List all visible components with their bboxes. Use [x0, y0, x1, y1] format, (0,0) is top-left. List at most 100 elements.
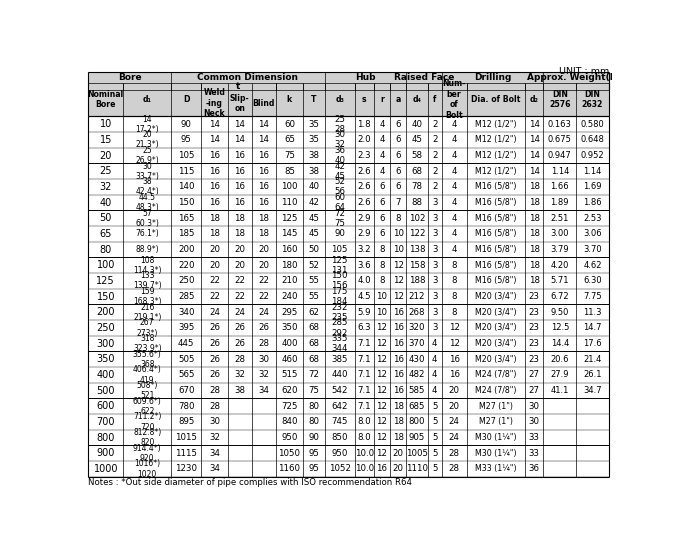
Text: 27: 27: [528, 386, 539, 395]
Text: 20: 20: [392, 449, 404, 458]
Text: 16: 16: [234, 198, 245, 207]
Text: 12: 12: [392, 292, 404, 301]
Text: 685: 685: [409, 402, 425, 411]
Text: 5: 5: [432, 464, 437, 474]
Text: f: f: [433, 95, 437, 104]
Text: 2.6: 2.6: [358, 183, 371, 191]
Text: 370: 370: [409, 339, 425, 348]
Text: 4: 4: [452, 198, 457, 207]
Text: 5: 5: [432, 433, 437, 442]
Text: 22: 22: [258, 292, 269, 301]
Text: 6: 6: [396, 167, 401, 176]
Text: 18: 18: [528, 276, 539, 286]
Text: 2.51: 2.51: [551, 214, 569, 223]
Text: 2: 2: [432, 183, 437, 191]
Text: 335
344: 335 344: [331, 334, 348, 353]
Text: 900: 900: [97, 449, 115, 458]
Text: 8: 8: [452, 276, 457, 286]
Text: 7.1: 7.1: [358, 370, 371, 380]
Text: 34: 34: [209, 449, 220, 458]
Text: 5.9: 5.9: [358, 308, 371, 317]
Text: 10: 10: [99, 119, 112, 129]
Text: 8.0: 8.0: [358, 417, 371, 427]
Text: 4: 4: [452, 183, 457, 191]
Text: 52: 52: [309, 261, 320, 270]
Text: 24: 24: [258, 308, 269, 317]
Text: Raised Face: Raised Face: [394, 73, 454, 82]
Text: 7.1: 7.1: [358, 339, 371, 348]
Text: 1.14: 1.14: [551, 167, 569, 176]
Text: 2: 2: [432, 120, 437, 129]
Text: 58: 58: [411, 151, 422, 160]
Text: 185: 185: [178, 230, 194, 238]
Text: 28: 28: [234, 355, 245, 364]
Text: 45: 45: [309, 214, 320, 223]
Text: 30
33.7*): 30 33.7*): [135, 162, 159, 181]
Text: 6: 6: [379, 214, 385, 223]
Text: 12: 12: [392, 276, 404, 286]
Text: 18: 18: [234, 214, 245, 223]
Text: 18: 18: [258, 230, 269, 238]
Text: 14: 14: [528, 120, 539, 129]
Text: 8.0: 8.0: [358, 433, 371, 442]
Text: 20: 20: [449, 386, 460, 395]
Text: 3: 3: [432, 276, 437, 286]
Text: 23: 23: [528, 339, 539, 348]
Text: 6.30: 6.30: [583, 276, 602, 286]
Text: 3: 3: [432, 308, 437, 317]
Text: 16: 16: [392, 308, 404, 317]
Text: 36
40: 36 40: [334, 146, 345, 165]
Text: 240: 240: [281, 292, 298, 301]
Text: 122: 122: [409, 230, 425, 238]
Text: 12: 12: [376, 402, 388, 411]
Text: 4: 4: [432, 386, 437, 395]
Text: 250: 250: [97, 323, 115, 333]
Text: T: T: [311, 95, 317, 104]
Text: 320: 320: [409, 323, 425, 333]
Text: 85: 85: [284, 167, 295, 176]
Text: Bore: Bore: [118, 73, 141, 82]
Text: 3: 3: [432, 245, 437, 254]
Text: 1052: 1052: [328, 464, 351, 474]
Text: 7.1: 7.1: [358, 402, 371, 411]
Text: 500: 500: [97, 386, 115, 395]
Text: 65: 65: [99, 229, 112, 239]
Text: 159
168.3*): 159 168.3*): [133, 287, 161, 306]
Text: 6: 6: [379, 198, 385, 207]
Text: 138: 138: [409, 245, 425, 254]
Text: 0.648: 0.648: [581, 136, 605, 144]
Text: 20.6: 20.6: [551, 355, 569, 364]
Text: 914.4*)
920: 914.4*) 920: [133, 444, 162, 463]
Text: 1.66: 1.66: [551, 183, 569, 191]
Text: 12: 12: [376, 386, 388, 395]
Text: 2.0: 2.0: [358, 136, 371, 144]
Text: 14: 14: [234, 136, 245, 144]
Text: 1230: 1230: [175, 464, 197, 474]
Text: 12: 12: [376, 417, 388, 427]
Text: 6: 6: [396, 151, 401, 160]
Text: 28: 28: [209, 386, 220, 395]
Text: 16: 16: [392, 339, 404, 348]
Text: 300: 300: [97, 339, 115, 348]
Text: Notes : *Out side diameter of pipe complies with ISO recommendation R64: Notes : *Out side diameter of pipe compl…: [88, 479, 412, 487]
Text: 505: 505: [178, 355, 194, 364]
Text: 14.7: 14.7: [583, 323, 602, 333]
Text: 20: 20: [234, 245, 245, 254]
Text: 150: 150: [97, 292, 115, 301]
Text: 508*)
521: 508*) 521: [137, 381, 158, 400]
Text: 52
56: 52 56: [334, 177, 345, 196]
Text: 125
131: 125 131: [331, 256, 348, 275]
Text: 34: 34: [258, 386, 269, 395]
Text: M16 (5/8"): M16 (5/8"): [475, 261, 516, 270]
Text: 14: 14: [528, 151, 539, 160]
Text: 0.580: 0.580: [581, 120, 605, 129]
Text: 14: 14: [234, 120, 245, 129]
Text: 1.69: 1.69: [583, 183, 602, 191]
Text: 4: 4: [452, 245, 457, 254]
Text: 40: 40: [309, 183, 320, 191]
Text: 0.952: 0.952: [581, 151, 605, 160]
Text: 10: 10: [376, 308, 388, 317]
Text: M33 (1¼"): M33 (1¼"): [475, 464, 516, 474]
Text: 105: 105: [331, 245, 348, 254]
Text: 16: 16: [392, 323, 404, 333]
